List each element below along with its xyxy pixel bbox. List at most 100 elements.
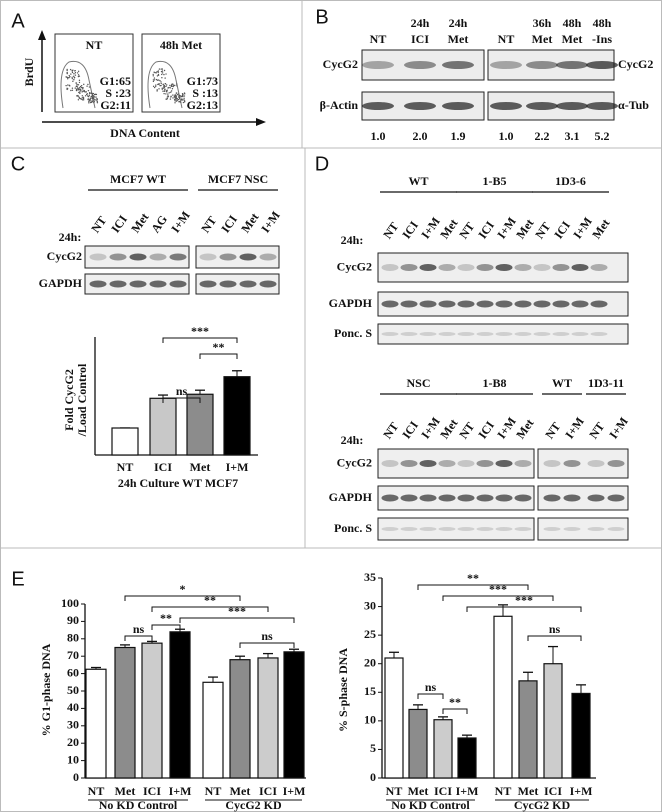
- band: [457, 332, 475, 336]
- bar: [457, 737, 477, 779]
- plot-title: NT: [86, 38, 103, 52]
- event-dot: [96, 100, 98, 103]
- event-dot: [162, 90, 164, 92]
- event-dot: [158, 68, 161, 70]
- quant: 1.0: [499, 129, 514, 143]
- x-tick-label: Met: [190, 460, 211, 474]
- significance-bracket: [527, 635, 582, 641]
- event-dot: [77, 89, 80, 91]
- band: [563, 527, 581, 531]
- band: [533, 300, 551, 308]
- event-dot: [173, 84, 175, 87]
- event-dot: [164, 77, 166, 79]
- band: [476, 332, 494, 336]
- panel-letter: E: [11, 568, 24, 590]
- band: [476, 460, 494, 467]
- event-dot: [172, 94, 174, 96]
- group-label: NSC: [406, 376, 430, 390]
- event-dot: [87, 95, 90, 98]
- band: [404, 61, 436, 69]
- event-dot: [175, 98, 177, 101]
- band: [514, 300, 532, 308]
- annotation: ns: [261, 629, 273, 643]
- bar: [283, 651, 305, 779]
- event-dot: [92, 95, 95, 97]
- band: [438, 460, 456, 467]
- event-dot: [170, 96, 172, 98]
- band: [495, 264, 513, 271]
- band: [438, 527, 456, 531]
- event-dot: [79, 85, 82, 88]
- event-dot: [68, 76, 70, 79]
- row-label: α-Tub: [618, 98, 649, 112]
- row-label: CycG2: [47, 249, 82, 263]
- prefix: 24h:: [341, 433, 364, 447]
- group-label: WT: [408, 174, 428, 188]
- band: [419, 300, 437, 308]
- event-dot: [79, 97, 81, 100]
- bar: [85, 668, 107, 779]
- event-dot: [85, 91, 87, 93]
- significance-bracket: [151, 624, 181, 630]
- x-tick-label: NT: [386, 784, 403, 798]
- significance-bracket: [162, 337, 238, 343]
- event-dot: [86, 93, 89, 95]
- event-dot: [84, 95, 87, 97]
- band: [556, 61, 588, 69]
- band: [495, 300, 513, 308]
- annotation: ***: [489, 582, 507, 596]
- row-label: GAPDH: [39, 276, 83, 290]
- band: [476, 300, 494, 308]
- quant: 1.0: [371, 129, 386, 143]
- event-dot: [166, 84, 168, 86]
- blot: [377, 517, 535, 541]
- panel-letter: A: [11, 10, 25, 32]
- event-dot: [161, 72, 164, 74]
- blot: [377, 323, 629, 345]
- event-dot: [163, 86, 166, 88]
- event-dot: [152, 79, 155, 81]
- event-dot: [153, 77, 156, 79]
- event-dot: [65, 84, 67, 87]
- bar: [433, 719, 453, 779]
- band: [169, 253, 187, 261]
- event-dot: [160, 68, 162, 70]
- band: [607, 460, 625, 467]
- band: [219, 253, 237, 261]
- band: [495, 494, 513, 502]
- event-dot: [82, 88, 84, 90]
- event-dot: [90, 95, 92, 98]
- arrow-head: [256, 118, 266, 126]
- event-dot: [167, 95, 170, 98]
- axis-label: DNA Content: [110, 126, 180, 140]
- significance-bracket: [179, 617, 295, 623]
- band: [514, 264, 532, 271]
- event-dot: [155, 78, 158, 81]
- band: [590, 332, 608, 336]
- bar: [114, 646, 136, 779]
- group-label: 1D3-11: [588, 376, 624, 390]
- event-dot: [87, 83, 89, 86]
- band: [362, 102, 394, 110]
- event-dot: [153, 86, 156, 89]
- band: [419, 527, 437, 531]
- bar: [229, 659, 251, 779]
- y-tick-label: 0: [73, 770, 79, 784]
- event-dot: [161, 70, 164, 72]
- event-dot: [74, 87, 76, 89]
- event-dot: [76, 83, 78, 86]
- band: [571, 332, 589, 336]
- event-dot: [180, 98, 183, 101]
- event-dot: [71, 71, 74, 74]
- band: [556, 102, 588, 110]
- band: [590, 264, 608, 271]
- event-dot: [82, 90, 84, 92]
- event-dot: [66, 68, 68, 71]
- bar: [186, 393, 214, 456]
- event-dot: [88, 86, 91, 88]
- band: [590, 300, 608, 308]
- band: [239, 253, 257, 261]
- band: [400, 494, 418, 502]
- event-dot: [162, 83, 164, 86]
- panel-letter: C: [11, 153, 25, 175]
